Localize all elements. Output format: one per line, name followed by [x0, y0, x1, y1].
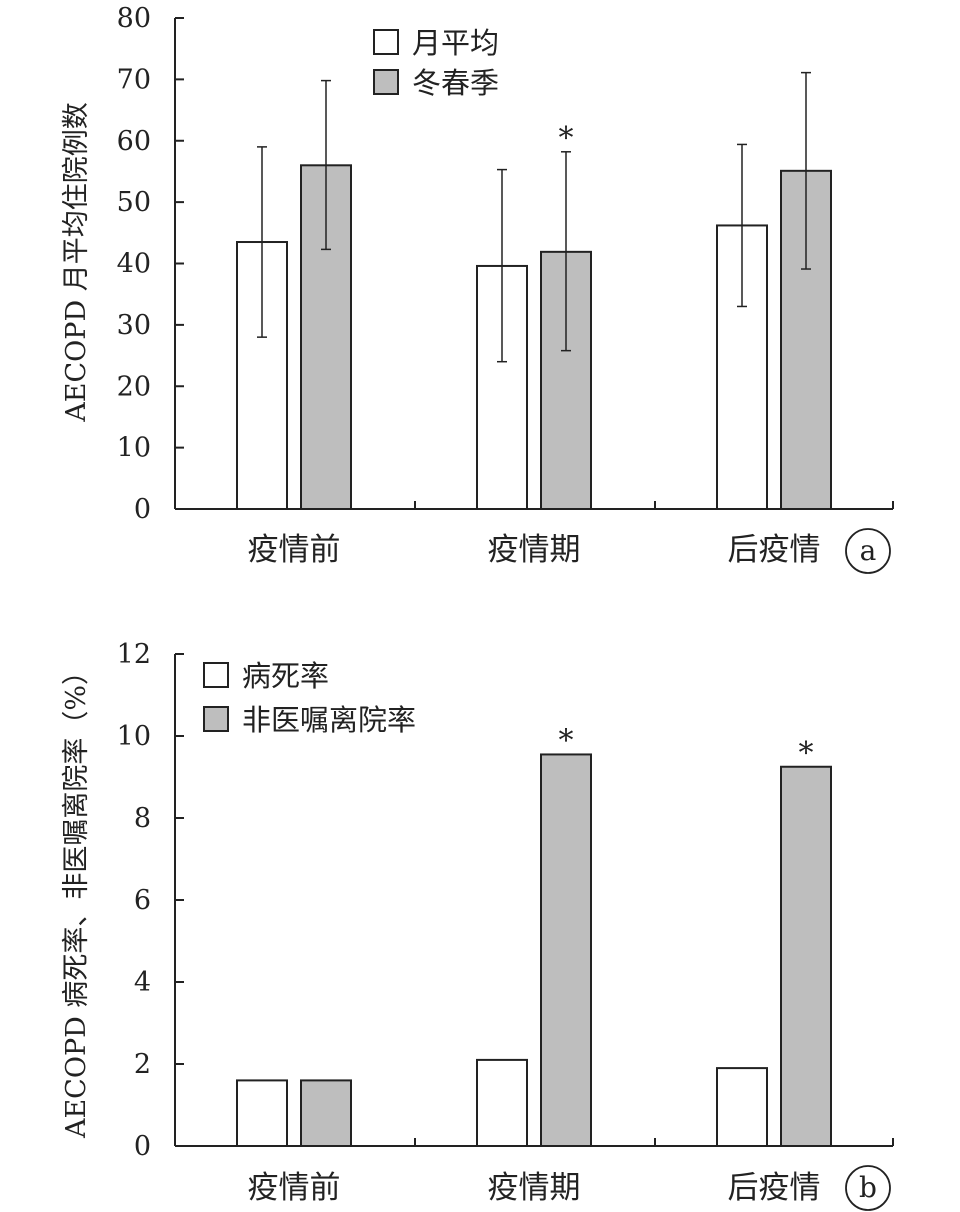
y-tick-label: 80 — [117, 3, 151, 34]
legend-label: 非医嘱离院率 — [242, 703, 416, 737]
y-axis-label: AECOPD 月平均住院例数 — [61, 102, 92, 422]
panel-label-circle — [845, 528, 891, 574]
legend-swatch — [203, 662, 229, 688]
bar-series2 — [780, 765, 832, 1147]
significance-marker: * — [559, 723, 574, 758]
y-axis-label: AECOPD 病死率、非医嘱离院率（%） — [61, 658, 92, 1139]
panel-label: b — [859, 1171, 877, 1204]
x-tick-label: 后疫情 — [728, 532, 821, 568]
chart-panel-a: 0 10 20 30 40 50 60 70 80 疫情前 疫情期 后疫情 * AECOPD 月平均住院例… — [61, 3, 894, 574]
y-tick-label: 50 — [117, 187, 151, 218]
legend-swatch — [373, 29, 399, 55]
y-tick-label: 6 — [134, 885, 151, 916]
y-tick-label: 12 — [117, 639, 151, 670]
bar-series2 — [300, 1079, 352, 1148]
panel-label-circle — [845, 1165, 891, 1211]
bar-series2 — [540, 753, 592, 1147]
y-tick-label: 20 — [117, 371, 151, 402]
bar-series1 — [236, 241, 288, 511]
y-tick-label: 10 — [117, 721, 151, 752]
bar-series1 — [716, 1067, 768, 1147]
y-tick-label: 60 — [117, 126, 151, 157]
y-tick-label: 40 — [117, 249, 151, 280]
x-tick-label: 疫情期 — [488, 1170, 581, 1206]
y-tick-label: 30 — [117, 310, 151, 341]
bar-series1 — [476, 1058, 528, 1148]
bar-series1 — [236, 1079, 288, 1148]
legend-label: 月平均 — [412, 26, 499, 60]
y-tick-label: 0 — [134, 494, 151, 525]
x-tick-label: 疫情期 — [488, 532, 581, 568]
significance-marker: * — [799, 736, 814, 771]
legend-label: 冬春季 — [412, 66, 499, 100]
legend-swatch — [203, 706, 229, 732]
y-tick-label: 2 — [134, 1049, 151, 1080]
y-tick-label: 4 — [134, 967, 151, 998]
y-tick-label: 10 — [117, 433, 151, 464]
x-tick-label: 疫情前 — [248, 532, 341, 568]
legend-swatch — [373, 69, 399, 95]
x-tick-label: 后疫情 — [728, 1170, 821, 1206]
panel-label: a — [860, 534, 877, 567]
legend-label: 病死率 — [242, 659, 329, 693]
x-tick-label: 疫情前 — [248, 1170, 341, 1206]
y-tick-label: 8 — [134, 803, 151, 834]
y-tick-label: 0 — [134, 1131, 151, 1162]
significance-marker: * — [559, 121, 574, 156]
bar-series1 — [476, 264, 528, 510]
y-tick-label: 70 — [117, 64, 151, 95]
chart-panel-b: 0 2 4 6 8 10 12 疫情前 疫情期 后疫情 * * AECOPD 病死率、非医嘱离院率（%）… — [61, 639, 894, 1211]
